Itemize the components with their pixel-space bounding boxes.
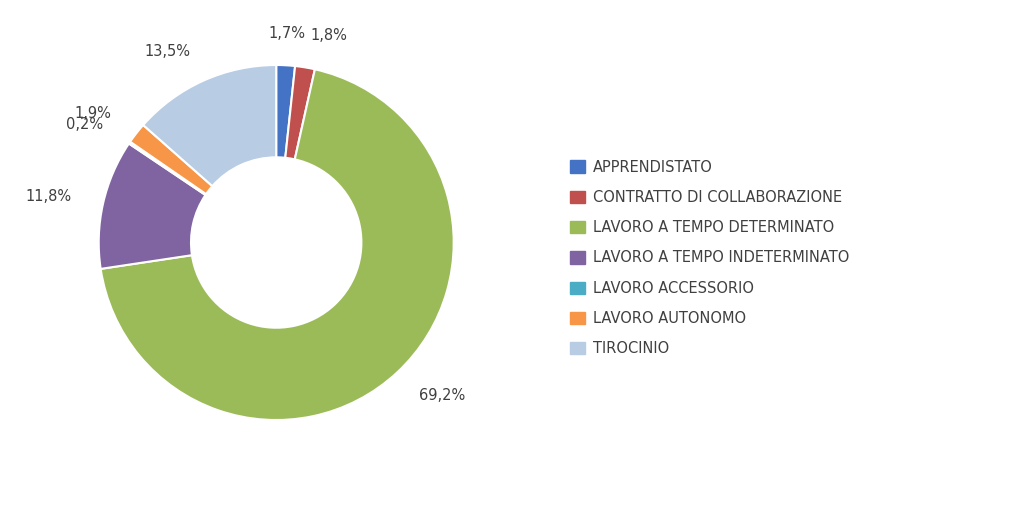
Text: 69,2%: 69,2%	[419, 388, 465, 404]
Wedge shape	[130, 125, 213, 194]
Text: 11,8%: 11,8%	[26, 189, 72, 204]
Text: 13,5%: 13,5%	[144, 44, 190, 59]
Wedge shape	[143, 65, 276, 186]
Text: 0,2%: 0,2%	[65, 117, 103, 132]
Wedge shape	[285, 66, 315, 159]
Text: 1,8%: 1,8%	[310, 28, 347, 43]
Legend: APPRENDISTATO, CONTRATTO DI COLLABORAZIONE, LAVORO A TEMPO DETERMINATO, LAVORO A: APPRENDISTATO, CONTRATTO DI COLLABORAZIO…	[570, 159, 850, 357]
Wedge shape	[100, 69, 454, 420]
Wedge shape	[98, 143, 206, 269]
Wedge shape	[129, 142, 206, 195]
Wedge shape	[276, 65, 295, 158]
Text: 1,7%: 1,7%	[269, 26, 306, 41]
Text: 1,9%: 1,9%	[75, 106, 112, 121]
